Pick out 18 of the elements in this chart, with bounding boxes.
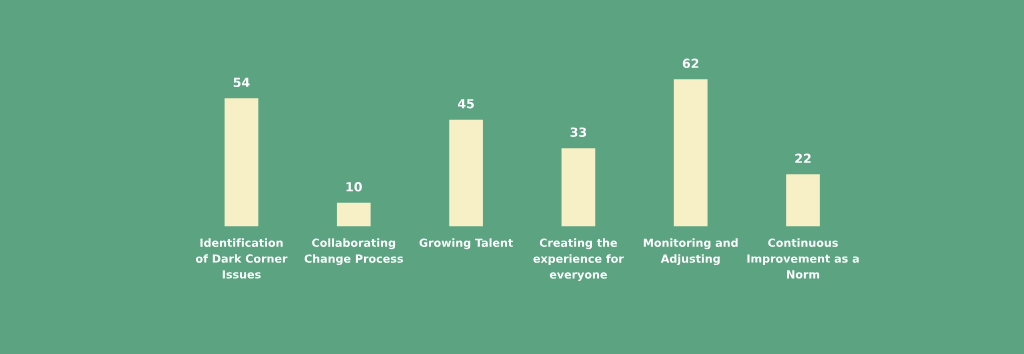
x-tick-label: Monitoring and Adjusting	[643, 238, 738, 266]
data-label: 54	[233, 77, 250, 88]
data-label: 10	[346, 182, 362, 192]
x-tick-label: Growing Talent	[419, 238, 513, 250]
bar	[449, 119, 483, 227]
data-label: 62	[682, 58, 699, 69]
x-tick-label: Collaborating Change Process	[304, 238, 403, 266]
bar	[786, 174, 820, 227]
x-tick-label: Identification of Dark Corner Issues	[195, 238, 288, 279]
bar	[336, 202, 371, 227]
bar	[224, 98, 259, 227]
bar	[673, 79, 708, 227]
data-label: 33	[570, 127, 587, 137]
x-tick-label: Continuous Improvement as a Norm	[747, 238, 859, 279]
data-label: 45	[457, 99, 474, 109]
x-tick-label: Creating the experience for everyone	[533, 238, 624, 281]
data-label: 22	[795, 153, 811, 163]
bar	[561, 148, 596, 227]
